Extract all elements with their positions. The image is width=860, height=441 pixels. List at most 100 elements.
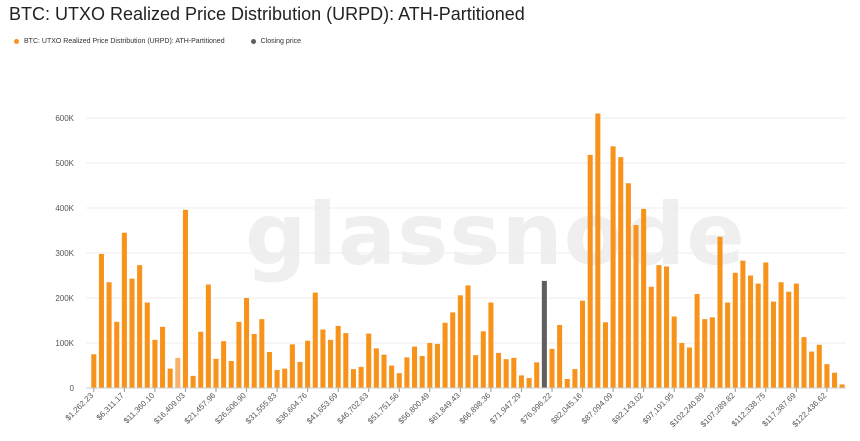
bar[interactable]	[198, 331, 204, 388]
bar[interactable]	[694, 293, 700, 388]
bar[interactable]	[748, 275, 754, 389]
closing-price-bar[interactable]	[541, 280, 547, 388]
bar[interactable]	[106, 282, 112, 388]
bar[interactable]	[114, 321, 120, 388]
bar[interactable]	[266, 352, 272, 388]
legend-item-closing-price[interactable]: Closing price	[250, 38, 301, 45]
bar[interactable]	[373, 348, 379, 388]
bar[interactable]	[564, 379, 570, 388]
bar[interactable]	[572, 369, 578, 388]
bar[interactable]	[832, 372, 838, 388]
bar[interactable]	[473, 355, 479, 388]
bar[interactable]	[160, 326, 166, 388]
bar[interactable]	[152, 339, 158, 388]
bar[interactable]	[465, 285, 471, 388]
bar[interactable]	[137, 265, 143, 388]
bar[interactable]	[366, 333, 372, 388]
bar[interactable]	[404, 357, 410, 388]
bar[interactable]	[259, 319, 265, 388]
bar[interactable]	[244, 298, 250, 388]
bar[interactable]	[610, 146, 616, 388]
bar[interactable]	[381, 354, 387, 388]
bar[interactable]	[618, 157, 624, 388]
bar[interactable]	[320, 329, 326, 389]
bar[interactable]	[717, 236, 723, 388]
bar[interactable]	[763, 262, 769, 388]
bar[interactable]	[770, 301, 776, 388]
bar-highlighted[interactable]	[175, 357, 181, 388]
bar[interactable]	[282, 368, 288, 388]
bar[interactable]	[305, 340, 311, 388]
bar[interactable]	[144, 302, 150, 389]
bar[interactable]	[778, 282, 784, 388]
bar[interactable]	[213, 358, 219, 388]
bar[interactable]	[534, 362, 540, 388]
bar[interactable]	[182, 209, 188, 388]
bar[interactable]	[511, 357, 517, 388]
bar[interactable]	[228, 361, 234, 388]
bar[interactable]	[343, 333, 349, 388]
bar[interactable]	[702, 319, 708, 388]
bar[interactable]	[709, 317, 715, 388]
bar[interactable]	[732, 272, 738, 388]
bar[interactable]	[625, 183, 631, 388]
bar[interactable]	[396, 373, 402, 388]
bar[interactable]	[236, 321, 242, 388]
bar[interactable]	[480, 331, 486, 388]
bar[interactable]	[664, 266, 670, 389]
bar[interactable]	[503, 359, 509, 388]
bar[interactable]	[121, 232, 127, 388]
bar[interactable]	[450, 312, 456, 388]
bar[interactable]	[549, 348, 555, 388]
bar[interactable]	[557, 325, 563, 388]
bar[interactable]	[602, 322, 608, 388]
bar[interactable]	[205, 284, 211, 389]
bar[interactable]	[824, 364, 830, 388]
bar[interactable]	[419, 356, 425, 388]
bar[interactable]	[328, 339, 334, 388]
bar[interactable]	[427, 343, 433, 388]
bar[interactable]	[488, 302, 494, 389]
bar[interactable]	[274, 370, 280, 388]
bar[interactable]	[656, 265, 662, 388]
bar[interactable]	[587, 154, 593, 388]
bar[interactable]	[518, 375, 524, 388]
bar[interactable]	[580, 300, 586, 388]
bar[interactable]	[335, 325, 341, 388]
bar[interactable]	[671, 316, 677, 388]
bar[interactable]	[686, 347, 692, 389]
bar[interactable]	[679, 343, 685, 388]
bar[interactable]	[816, 344, 822, 388]
bar[interactable]	[595, 113, 601, 389]
bar[interactable]	[91, 354, 97, 388]
bar[interactable]	[801, 337, 807, 388]
bar[interactable]	[809, 351, 815, 388]
bar[interactable]	[457, 295, 463, 388]
bar[interactable]	[167, 368, 173, 388]
bar[interactable]	[755, 283, 761, 388]
bar[interactable]	[289, 344, 295, 388]
bar[interactable]	[251, 334, 257, 388]
bar[interactable]	[740, 260, 746, 388]
bar[interactable]	[98, 253, 104, 388]
bar[interactable]	[839, 384, 845, 388]
bar[interactable]	[358, 366, 364, 388]
bar[interactable]	[190, 375, 196, 388]
bar[interactable]	[350, 369, 356, 388]
bar[interactable]	[129, 278, 135, 388]
bar[interactable]	[648, 286, 654, 388]
bar[interactable]	[633, 225, 639, 388]
bar[interactable]	[641, 208, 647, 388]
legend-item-urpd[interactable]: BTC: UTXO Realized Price Distribution (U…	[14, 38, 225, 45]
bar[interactable]	[412, 346, 418, 388]
bar[interactable]	[434, 343, 440, 388]
bar[interactable]	[389, 365, 395, 389]
bar[interactable]	[221, 341, 227, 388]
bar[interactable]	[312, 292, 318, 388]
bar[interactable]	[496, 352, 502, 388]
bar[interactable]	[786, 291, 792, 388]
bar[interactable]	[297, 361, 303, 388]
bar[interactable]	[526, 378, 532, 388]
bar[interactable]	[442, 322, 448, 388]
bar[interactable]	[725, 302, 731, 389]
